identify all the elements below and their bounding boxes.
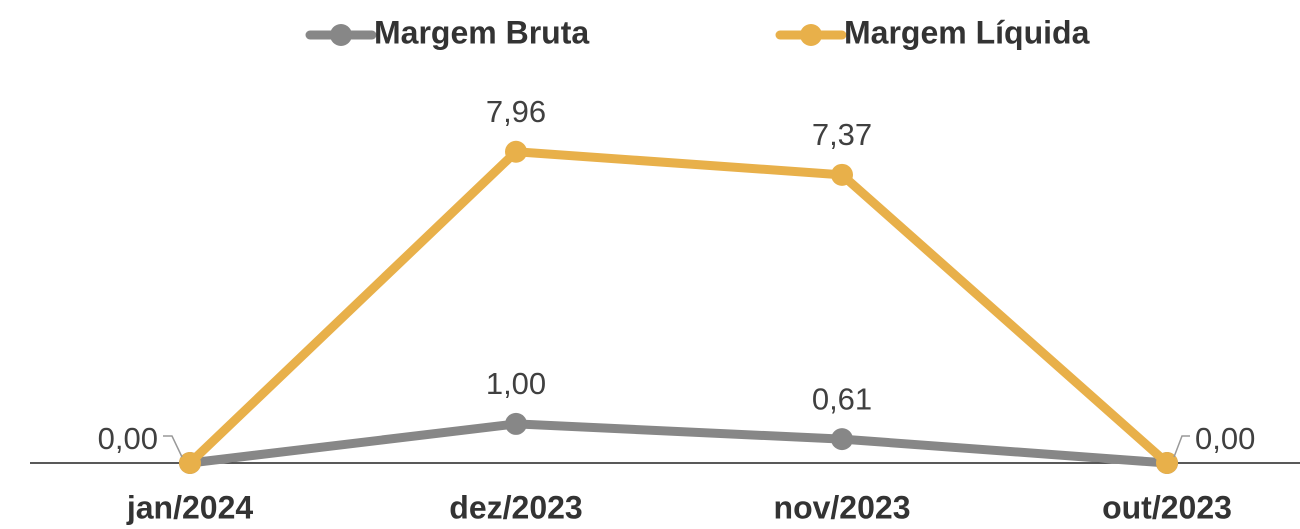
- data-label: 0,61: [812, 381, 872, 416]
- point: [1156, 452, 1178, 474]
- data-label: 7,37: [812, 117, 872, 152]
- leader-line: [1173, 435, 1190, 458]
- point: [831, 163, 853, 186]
- x-tick-label: nov/2023: [774, 489, 911, 525]
- legend-label: Margem Bruta: [374, 14, 589, 50]
- point: [831, 428, 853, 451]
- data-label: 1,00: [486, 366, 546, 401]
- series-line: [189, 419, 1168, 468]
- x-tick-label: out/2023: [1102, 489, 1232, 525]
- point: [179, 452, 201, 474]
- point: [505, 412, 527, 435]
- data-label: 0,00: [1195, 421, 1255, 456]
- legend-label: Margem Líquida: [844, 14, 1090, 50]
- x-tick-label: jan/2024: [126, 489, 254, 525]
- point: [505, 140, 527, 163]
- series-line: [186, 147, 1170, 467]
- leader-line: [163, 435, 183, 458]
- legend-marker: [800, 24, 822, 46]
- legend-marker: [330, 24, 352, 46]
- x-tick-label: dez/2023: [449, 489, 582, 525]
- data-label: 0,00: [98, 421, 158, 456]
- data-label: 7,96: [486, 94, 546, 129]
